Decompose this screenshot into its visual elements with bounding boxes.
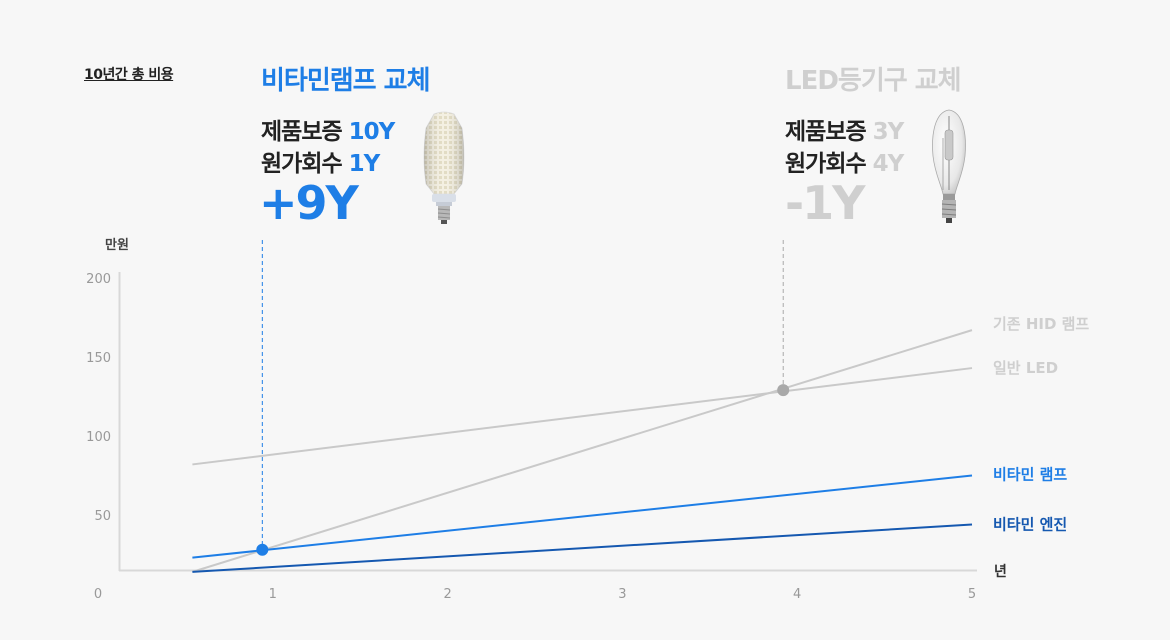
x-tick-label: 5 bbox=[968, 587, 976, 602]
y-axis-label: 만원 bbox=[105, 237, 129, 253]
series-line bbox=[192, 474, 973, 559]
left-delta: +9Y bbox=[259, 176, 359, 230]
x-tick-label: 1 bbox=[269, 587, 277, 602]
right-payback-value: 4Y bbox=[872, 151, 905, 177]
right-warranty-label: 제품보증 bbox=[785, 119, 867, 145]
y-tick-label: 200 bbox=[86, 272, 111, 287]
x-tick-label: 4 bbox=[793, 587, 801, 602]
x-axis-label: 년 bbox=[994, 564, 1007, 580]
x-tick-label: 2 bbox=[443, 587, 451, 602]
y-tick-label: 50 bbox=[94, 509, 111, 524]
series-line bbox=[192, 523, 973, 573]
series-line bbox=[192, 329, 973, 573]
right-warranty-line: 제품보증 3Y bbox=[785, 112, 905, 146]
right-payback-line: 원가회수 4Y bbox=[785, 144, 905, 178]
left-warranty-value: 10Y bbox=[348, 119, 396, 145]
series-label: 비타민 엔진 bbox=[993, 515, 1067, 533]
intersection-point bbox=[256, 543, 269, 556]
left-payback-line: 원가회수 1Y bbox=[261, 144, 381, 178]
left-payback-value: 1Y bbox=[348, 151, 381, 177]
y-tick-label: 100 bbox=[86, 430, 111, 445]
left-payback-label: 원가회수 bbox=[261, 151, 343, 177]
intersection-point bbox=[777, 384, 790, 397]
series-label: 기존 HID 램프 bbox=[993, 315, 1089, 333]
series-label: 비타민 램프 bbox=[993, 466, 1067, 484]
right-payback-label: 원가회수 bbox=[785, 151, 867, 177]
x-tick-label: 3 bbox=[618, 587, 626, 602]
left-panel-title: 비타민램프 교체 bbox=[261, 66, 430, 96]
metal-halide-bulb-icon bbox=[932, 109, 966, 223]
series-line bbox=[192, 367, 973, 466]
right-panel-title: LED등기구 교체 bbox=[785, 66, 962, 96]
right-warranty-value: 3Y bbox=[872, 119, 905, 145]
corn-led-bulb-icon bbox=[423, 111, 465, 224]
right-delta: -1Y bbox=[785, 176, 865, 230]
left-warranty-line: 제품보증 10Y bbox=[261, 112, 396, 146]
x-tick-label: 0 bbox=[94, 587, 102, 602]
left-warranty-label: 제품보증 bbox=[261, 119, 343, 145]
series-label: 일반 LED bbox=[993, 359, 1058, 377]
page-label: 10년간 총 비용 bbox=[84, 67, 174, 83]
y-tick-label: 150 bbox=[86, 351, 111, 366]
